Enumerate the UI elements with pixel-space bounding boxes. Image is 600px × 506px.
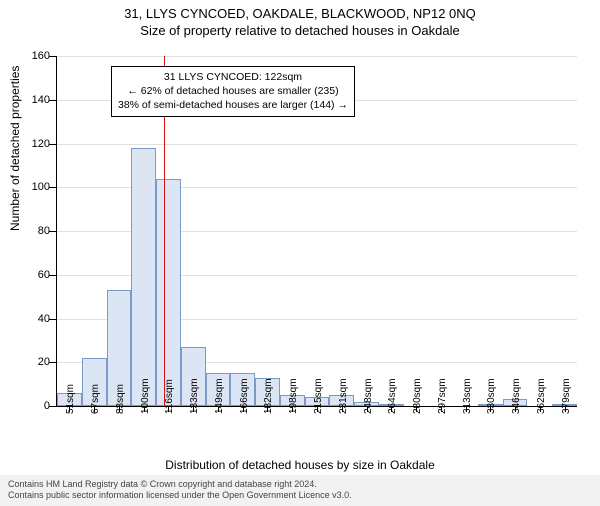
y-tick [49, 275, 57, 276]
y-tick [49, 362, 57, 363]
callout-line: 31 LLYS CYNCOED: 122sqm [118, 70, 348, 84]
y-axis-title: Number of detached properties [8, 66, 22, 231]
y-tick-label: 100 [22, 181, 50, 193]
y-tick-label: 120 [22, 138, 50, 150]
histogram-bar [131, 148, 156, 406]
footer-line-1: Contains HM Land Registry data © Crown c… [8, 479, 592, 491]
callout-line: 38% of semi-detached houses are larger (… [118, 98, 348, 112]
plot-area: 31 LLYS CYNCOED: 122sqm← 62% of detached… [56, 56, 577, 407]
x-axis-title: Distribution of detached houses by size … [0, 458, 600, 472]
y-tick-label: 40 [22, 313, 50, 325]
y-tick [49, 319, 57, 320]
chart-container: 31, LLYS CYNCOED, OAKDALE, BLACKWOOD, NP… [0, 6, 600, 506]
chart-subtitle: Size of property relative to detached ho… [0, 23, 600, 38]
y-tick [49, 144, 57, 145]
y-tick [49, 231, 57, 232]
gridline [57, 144, 577, 145]
y-tick-label: 20 [22, 356, 50, 368]
y-tick [49, 406, 57, 407]
y-tick [49, 56, 57, 57]
footer-attribution: Contains HM Land Registry data © Crown c… [0, 475, 600, 506]
y-tick-label: 80 [22, 225, 50, 237]
y-tick-label: 60 [22, 269, 50, 281]
footer-line-2: Contains public sector information licen… [8, 490, 592, 502]
y-tick-label: 140 [22, 94, 50, 106]
gridline [57, 56, 577, 57]
callout-line: ← 62% of detached houses are smaller (23… [118, 84, 348, 98]
callout-box: 31 LLYS CYNCOED: 122sqm← 62% of detached… [111, 66, 355, 117]
y-tick [49, 187, 57, 188]
y-tick-label: 0 [22, 400, 50, 412]
chart-title: 31, LLYS CYNCOED, OAKDALE, BLACKWOOD, NP… [0, 6, 600, 21]
y-tick-label: 160 [22, 50, 50, 62]
y-tick [49, 100, 57, 101]
histogram-bar [156, 179, 181, 407]
